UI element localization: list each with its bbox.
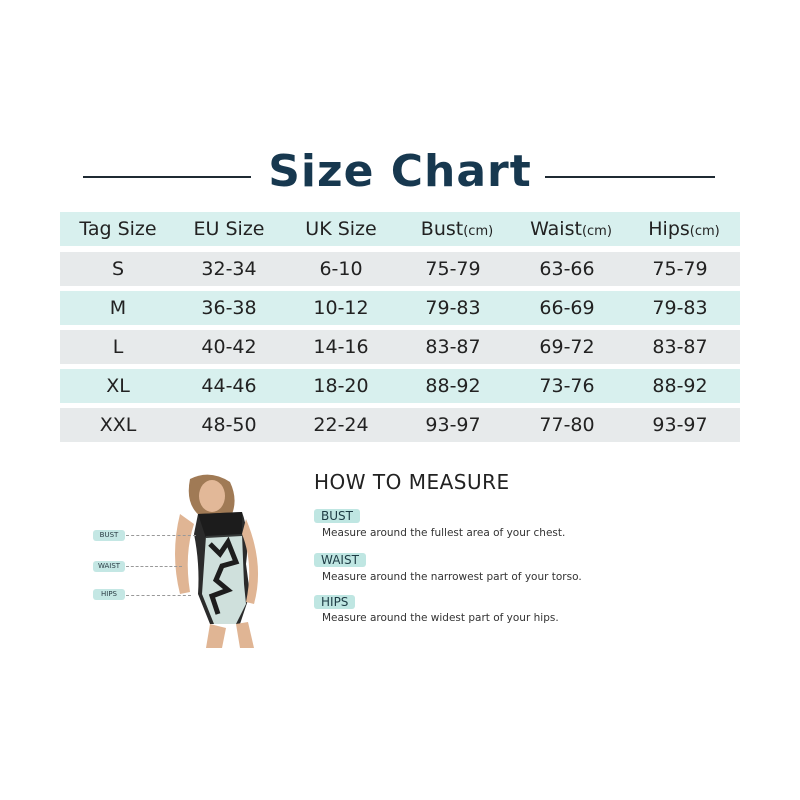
column-header: Tag Size [79,218,156,240]
table-cell: 66-69 [539,297,595,319]
table-cell: S [111,258,125,280]
tag-bust: BUST [314,509,360,523]
table-cell: M [109,297,127,319]
table-row: L 40-42 14-16 83-87 69-72 83-87 [60,330,740,364]
desc-hips: Measure around the widest part of your h… [322,612,559,624]
column-header: Hips(cm) [648,218,720,240]
table-cell: 75-79 [652,258,708,280]
table-row: M 36-38 10-12 79-83 66-69 79-83 [60,291,740,325]
table-cell: 18-20 [313,375,369,397]
photo-tag-waist: WAIST [93,561,125,572]
table-cell: 63-66 [539,258,595,280]
how-to-measure-heading: HOW TO MEASURE [314,470,510,494]
table-header-row: Tag Size EU Size UK Size Bust(cm) Waist(cm) H… [60,212,740,246]
table-cell: 73-76 [539,375,595,397]
table-cell: 69-72 [539,336,595,358]
table-cell: 79-83 [652,297,708,319]
desc-bust: Measure around the fullest area of your … [322,527,566,539]
table-cell: 88-92 [425,375,481,397]
table-cell: 10-12 [313,297,369,319]
table-cell: XXL [99,414,137,436]
waist-guide-line [126,566,182,567]
header-label: Waist [530,218,582,240]
column-header: Waist(cm) [530,218,612,240]
column-header: UK Size [305,218,376,240]
table-cell: 88-92 [652,375,708,397]
tag-waist: WAIST [314,553,366,567]
table-row: XXL 48-50 22-24 93-97 77-80 93-97 [60,408,740,442]
table-cell: L [112,336,124,358]
table-cell: 22-24 [313,414,369,436]
photo-tag-hips: HIPS [93,589,125,600]
table-cell: 44-46 [201,375,257,397]
column-header: EU Size [194,218,265,240]
table-row: S 32-34 6-10 75-79 63-66 75-79 [60,252,740,286]
photo-tag-bust: BUST [93,530,125,541]
table-cell: 93-97 [425,414,481,436]
table-cell: 40-42 [201,336,257,358]
table-cell: 93-97 [652,414,708,436]
table-cell: 32-34 [201,258,257,280]
table-row: XL 44-46 18-20 88-92 73-76 88-92 [60,369,740,403]
header-label: UK Size [305,218,377,240]
header-label: Hips [648,218,690,240]
title-rule-right [545,176,715,178]
page-title: Size Chart [268,146,532,197]
table-cell: 6-10 [319,258,363,280]
header-label: EU Size [193,218,265,240]
table-cell: XL [106,375,130,397]
header-unit: (cm) [463,224,494,239]
header-unit: (cm) [581,224,612,239]
column-header: Bust(cm) [421,218,493,240]
tag-hips: HIPS [314,595,356,609]
hips-guide-line [126,595,191,596]
table-cell: 83-87 [425,336,481,358]
header-unit: (cm) [689,224,720,239]
table-cell: 83-87 [652,336,708,358]
title-rule-left [83,176,251,178]
header-label: Bust [420,218,464,240]
table-cell: 36-38 [201,297,257,319]
bust-guide-line [126,535,196,536]
header-label: Tag Size [79,218,157,240]
table-cell: 14-16 [313,336,369,358]
model-photo [175,474,259,648]
table-cell: 75-79 [425,258,481,280]
table-cell: 79-83 [425,297,481,319]
table-cell: 48-50 [201,414,257,436]
table-cell: 77-80 [539,414,595,436]
desc-waist: Measure around the narrowest part of you… [322,571,582,583]
